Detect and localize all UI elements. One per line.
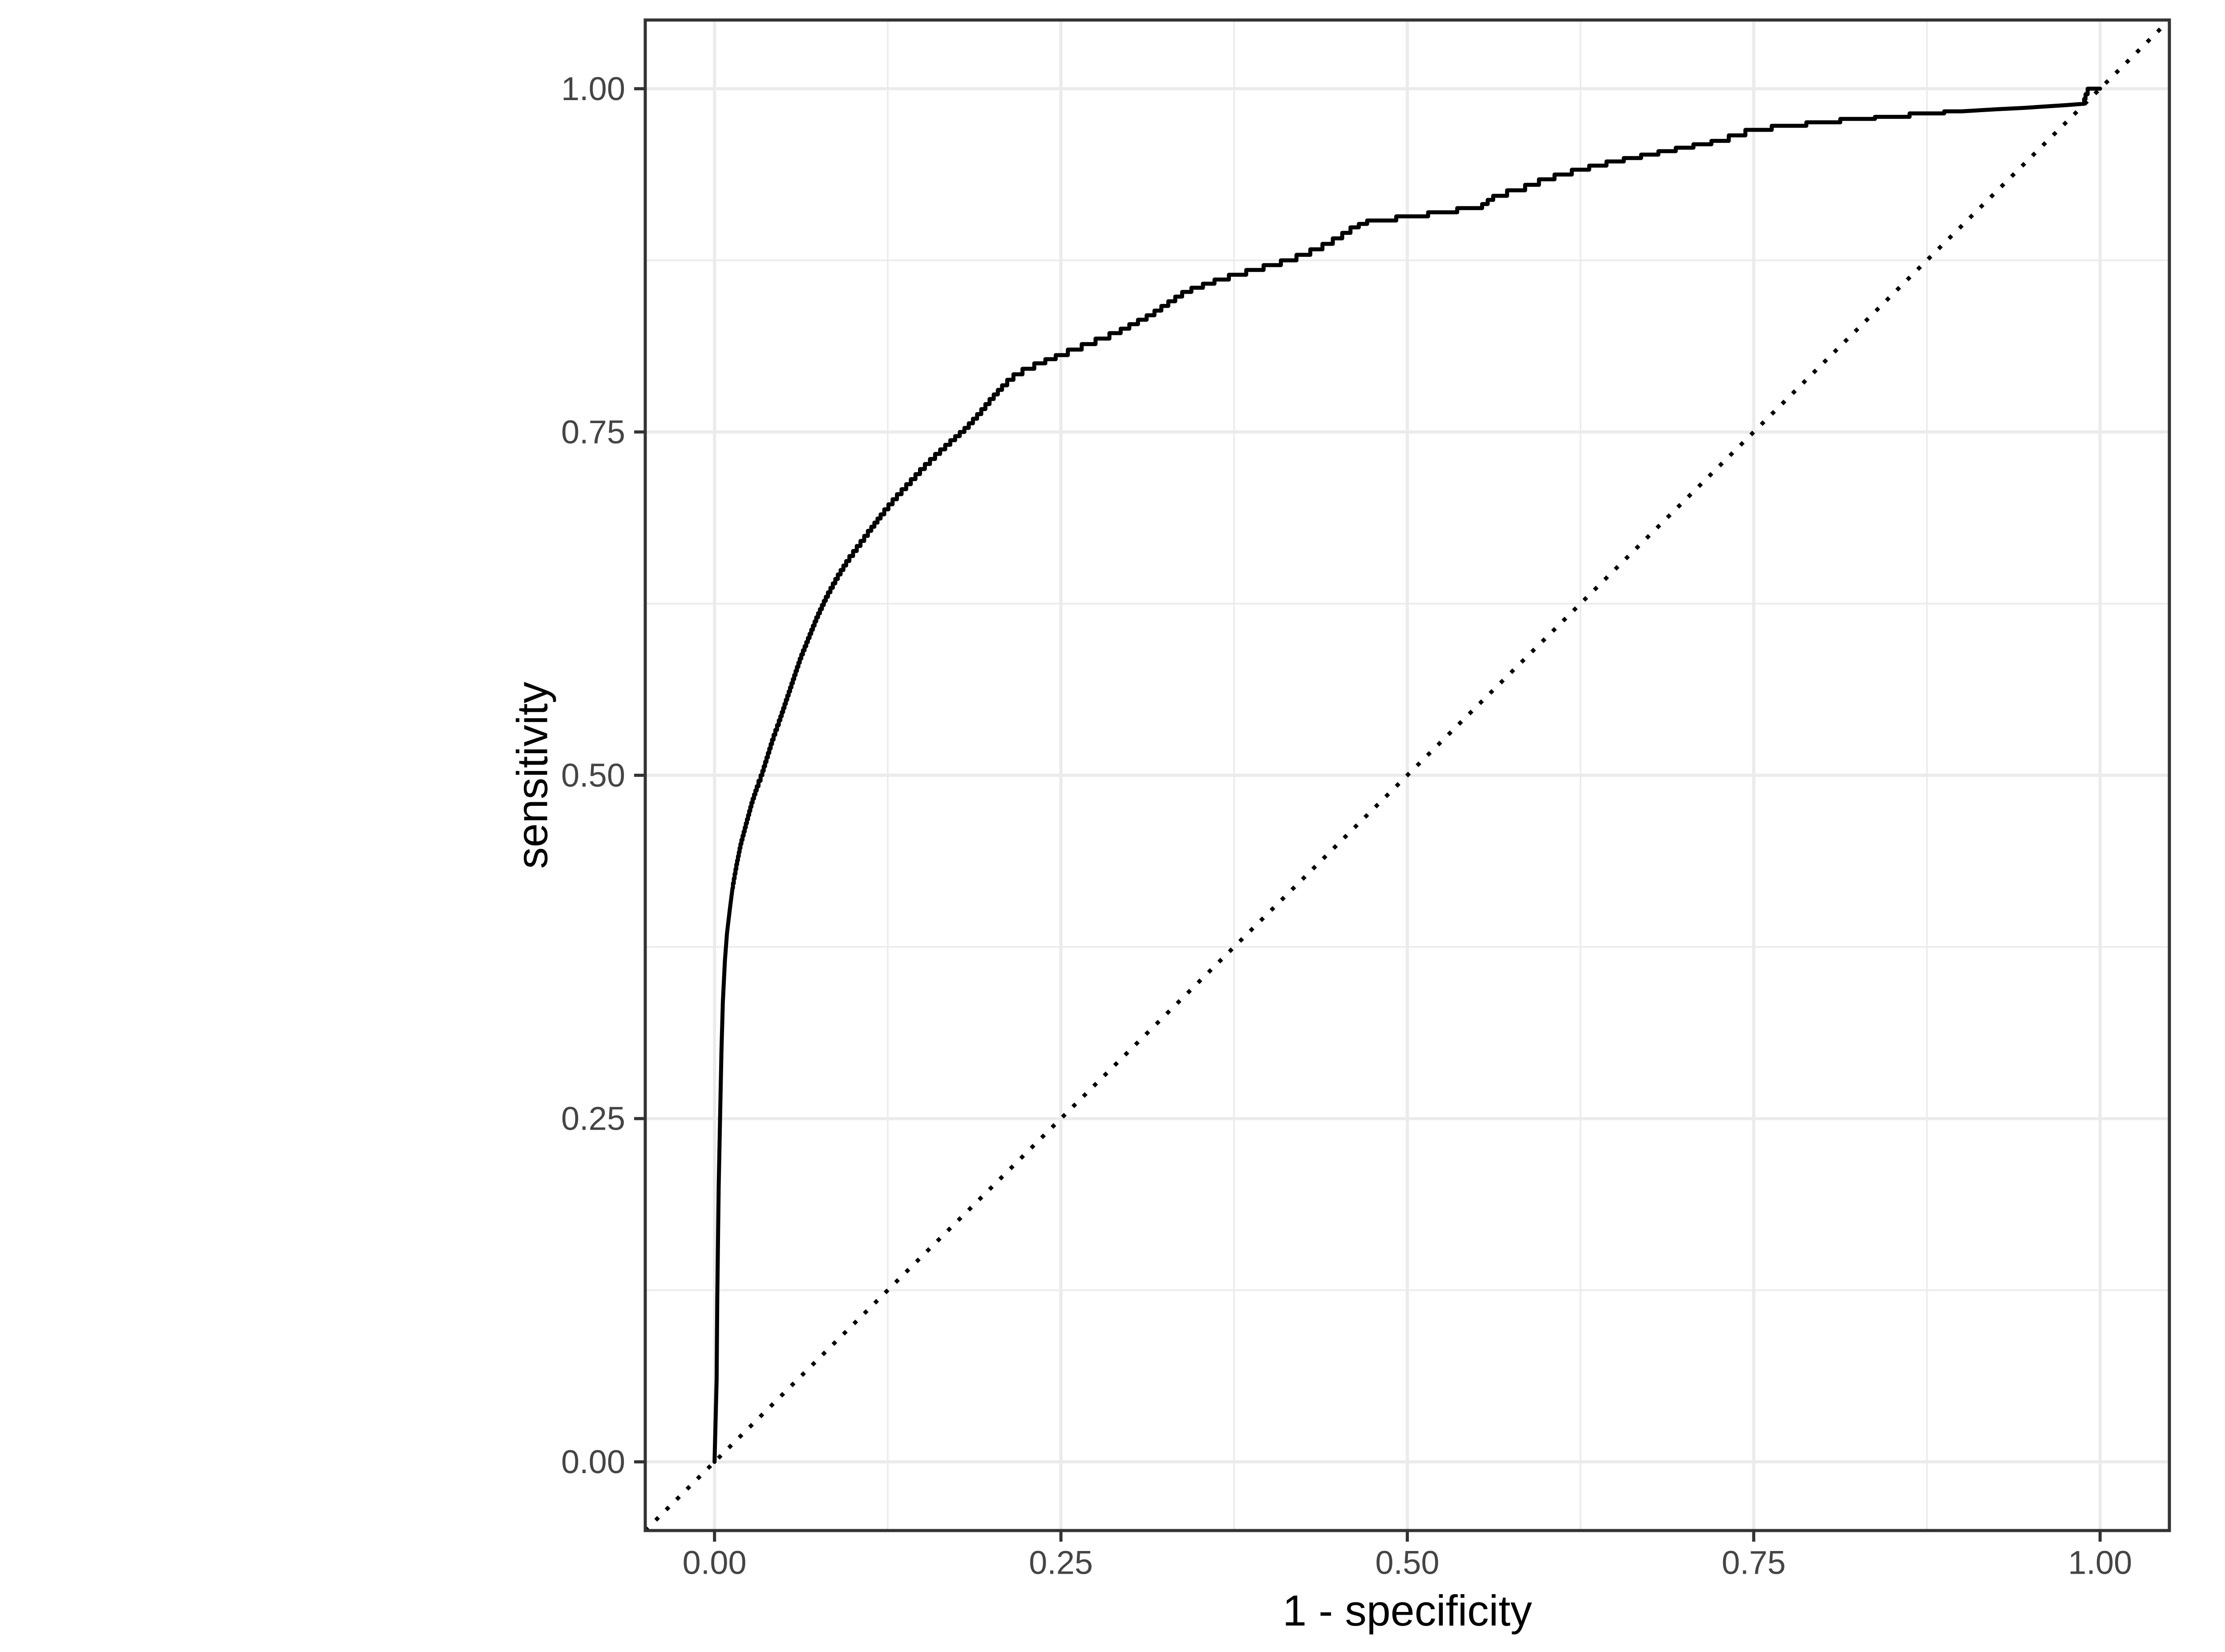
y-tick-label: 0.75 xyxy=(561,413,625,450)
y-tick-label: 0.00 xyxy=(561,1443,625,1480)
x-tick-label: 1.00 xyxy=(2068,1544,2132,1581)
x-tick-label: 0.25 xyxy=(1029,1544,1093,1581)
x-tick-label: 0.75 xyxy=(1722,1544,1786,1581)
roc-curve xyxy=(712,86,2102,1464)
y-tick-label: 1.00 xyxy=(561,70,625,107)
x-axis-title: 1 - specificity xyxy=(1282,1587,1532,1635)
y-axis-title: sensitivity xyxy=(508,682,557,869)
x-tick-label: 0.50 xyxy=(1375,1544,1439,1581)
x-tick-label: 0.00 xyxy=(683,1544,747,1581)
chance-diagonal-line xyxy=(643,18,2171,1532)
y-tick-label: 0.50 xyxy=(561,757,625,794)
y-tick-label: 0.25 xyxy=(561,1100,625,1137)
